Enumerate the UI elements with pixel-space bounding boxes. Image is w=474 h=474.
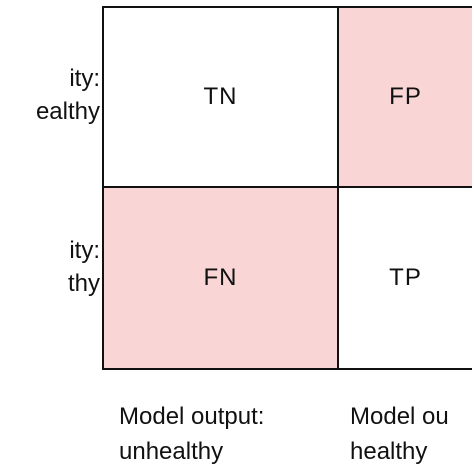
row-label-healthy-line2: thy (67, 270, 100, 297)
cell-tn-label: TN (203, 83, 238, 110)
row-label-unhealthy: ity: ealthy (0, 62, 100, 128)
cell-false-positive: FP (339, 8, 472, 188)
cell-tp-label: TP (389, 264, 422, 291)
confusion-matrix-grid: TN FP FN TP (102, 6, 472, 370)
column-label-healthy: Model ou healthy (350, 399, 449, 469)
cell-false-negative: FN (104, 188, 339, 368)
row-label-unhealthy-line2: ealthy (35, 98, 100, 125)
cell-true-positive: TP (339, 188, 472, 368)
row-label-healthy-line1: ity: (69, 237, 100, 264)
column-label-unhealthy-line1: Model output: (119, 403, 265, 430)
column-label-healthy-line1: Model ou (350, 403, 449, 430)
column-label-unhealthy: Model output: unhealthy (119, 399, 264, 469)
column-label-healthy-line2: healthy (350, 438, 428, 465)
cell-fn-label: FN (203, 264, 238, 291)
column-label-unhealthy-line2: unhealthy (119, 438, 224, 465)
row-label-healthy: ity: thy (0, 234, 100, 300)
cell-true-negative: TN (104, 8, 339, 188)
row-label-unhealthy-line1: ity: (69, 65, 100, 92)
cell-fp-label: FP (389, 83, 422, 110)
